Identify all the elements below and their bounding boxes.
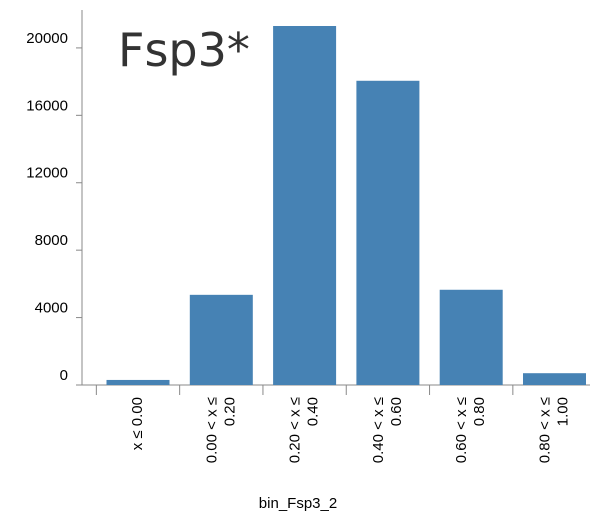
x-tick-label: 0.60 < x ≤0.80 — [453, 397, 488, 463]
y-tick-label: 16000 — [26, 97, 68, 114]
x-tick-label-line: 0.60 < x ≤ — [453, 397, 470, 463]
chart-title: Fsp3* — [118, 23, 250, 77]
bar — [189, 294, 253, 385]
x-tick-label-line: x ≤ 0.00 — [129, 397, 146, 450]
x-tick-label: 0.20 < x ≤0.40 — [287, 397, 322, 463]
y-tick-label: 8000 — [35, 232, 68, 249]
x-tick-label-line: 1.00 — [554, 397, 571, 426]
bar — [439, 289, 503, 385]
x-tick-label: x ≤ 0.00 — [129, 397, 146, 450]
x-tick-label-line: 0.20 < x ≤ — [287, 397, 304, 463]
x-tick-label: 0.00 < x ≤0.20 — [203, 397, 238, 463]
x-tick-label-line: 0.80 — [471, 397, 488, 426]
bar — [106, 379, 170, 385]
x-tick-label-line: 0.60 — [388, 397, 405, 426]
x-tick-label-line: 0.80 < x ≤ — [536, 397, 553, 463]
x-tick-label-line: 0.40 — [305, 397, 322, 426]
y-tick-label: 12000 — [26, 165, 68, 182]
x-axis: x ≤ 0.00 0.00 < x ≤0.20 0.20 < x ≤0.40 0.40… — [82, 384, 590, 463]
y-tick-label: 20000 — [26, 30, 68, 47]
x-axis-title: bin_Fsp3_2 — [259, 495, 337, 512]
x-tick-label-line: 0.20 — [221, 397, 238, 426]
x-tick-label-line: 0.40 < x ≤ — [370, 397, 387, 463]
y-tick-label: 4000 — [35, 300, 68, 317]
y-axis: 0 4000 8000 12000 16000 20000 — [26, 10, 83, 386]
x-tick-label: 0.80 < x ≤1.00 — [536, 397, 571, 463]
bars — [106, 26, 586, 386]
x-tick-label: 0.40 < x ≤0.60 — [370, 397, 405, 463]
y-tick-label: 0 — [60, 367, 68, 384]
bar — [356, 80, 420, 386]
bar — [523, 373, 586, 385]
x-tick-label-line: 0.00 < x ≤ — [203, 397, 220, 463]
bar — [273, 26, 337, 385]
